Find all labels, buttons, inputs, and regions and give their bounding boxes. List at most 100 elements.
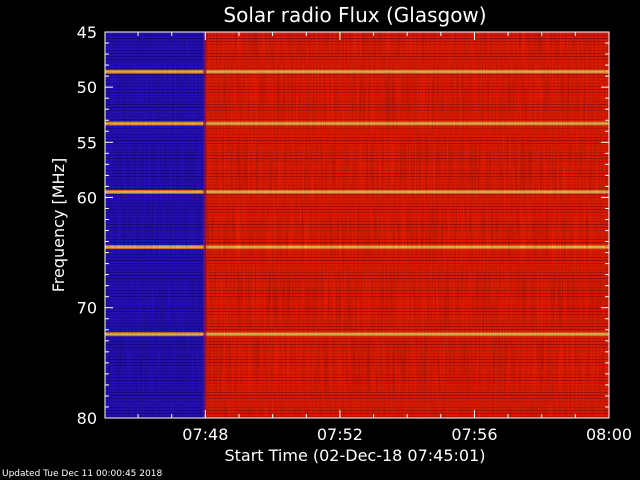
low-flux-stripe <box>105 149 206 150</box>
low-flux-stripe <box>105 401 206 402</box>
low-flux-stripe <box>105 323 206 324</box>
low-flux-stripe <box>105 269 206 270</box>
low-flux-stripe <box>105 83 206 84</box>
chart-title: Solar radio Flux (Glasgow) <box>223 3 486 27</box>
low-flux-stripe <box>105 347 206 348</box>
low-flux-stripe <box>105 119 206 120</box>
low-flux-stripe <box>105 317 206 318</box>
low-flux-stripe <box>105 152 206 153</box>
low-flux-stripe <box>105 233 206 234</box>
plot-frame <box>104 31 610 419</box>
high-flux-stripe <box>205 74 609 75</box>
low-flux-stripe <box>105 368 206 369</box>
high-flux-stripe <box>205 338 609 339</box>
y-tick-label: 70 <box>77 299 97 318</box>
high-flux-stripe <box>205 47 609 48</box>
low-flux-stripe <box>105 389 206 390</box>
high-flux-stripe <box>205 347 609 348</box>
high-flux-stripe <box>205 227 609 228</box>
low-flux-stripe <box>105 200 206 201</box>
high-flux-stripe <box>205 395 609 396</box>
high-flux-stripe <box>205 299 609 300</box>
low-flux-stripe <box>105 380 206 381</box>
low-flux-stripe <box>105 218 206 219</box>
high-flux-stripe <box>205 356 609 357</box>
high-flux-stripe <box>205 215 609 216</box>
high-flux-stripe <box>205 155 609 156</box>
low-flux-stripe <box>105 236 206 237</box>
high-flux-stripe <box>205 404 609 405</box>
low-flux-stripe <box>105 359 206 360</box>
low-flux-stripe <box>105 416 206 417</box>
high-flux-stripe <box>205 326 609 327</box>
high-flux-stripe <box>205 392 609 393</box>
low-flux-stripe <box>105 173 206 174</box>
high-flux-stripe <box>205 209 609 210</box>
bright-band <box>105 246 609 249</box>
low-flux-stripe <box>105 161 206 162</box>
high-flux-stripe <box>205 359 609 360</box>
low-flux-stripe <box>105 194 206 195</box>
high-flux-stripe <box>205 242 609 243</box>
bright-band <box>105 333 609 336</box>
high-flux-stripe <box>205 311 609 312</box>
low-flux-stripe <box>105 164 206 165</box>
high-flux-stripe <box>205 164 609 165</box>
flux-region-high <box>205 32 609 418</box>
high-flux-stripe <box>205 362 609 363</box>
low-flux-stripe <box>105 65 206 66</box>
low-flux-stripe <box>105 263 206 264</box>
high-flux-stripe <box>205 149 609 150</box>
low-flux-stripe <box>105 266 206 267</box>
low-flux-stripe <box>105 188 206 189</box>
high-flux-stripe <box>205 80 609 81</box>
high-flux-stripe <box>205 53 609 54</box>
high-flux-stripe <box>205 107 609 108</box>
low-flux-stripe <box>105 356 206 357</box>
low-flux-stripe <box>105 320 206 321</box>
low-flux-stripe <box>105 311 206 312</box>
bright-band <box>105 190 609 193</box>
low-flux-stripe <box>105 353 206 354</box>
high-flux-stripe <box>205 320 609 321</box>
high-flux-stripe <box>205 197 609 198</box>
low-flux-stripe <box>105 89 206 90</box>
low-flux-stripe <box>105 221 206 222</box>
high-flux-stripe <box>205 224 609 225</box>
low-flux-stripe <box>105 209 206 210</box>
high-flux-stripe <box>205 38 609 39</box>
high-flux-stripe <box>205 251 609 252</box>
low-flux-stripe <box>105 140 206 141</box>
high-flux-stripe <box>205 44 609 45</box>
x-tick-label: 07:56 <box>451 425 497 444</box>
low-flux-stripe <box>105 413 206 414</box>
high-flux-stripe <box>205 194 609 195</box>
high-flux-stripe <box>205 317 609 318</box>
low-flux-stripe <box>105 131 206 132</box>
high-flux-stripe <box>205 212 609 213</box>
low-flux-stripe <box>105 254 206 255</box>
y-tick-label: 80 <box>77 409 97 428</box>
y-axis-label: Frequency [MHz] <box>49 158 68 292</box>
high-flux-stripe <box>205 239 609 240</box>
low-flux-stripe <box>105 41 206 42</box>
high-flux-stripe <box>205 62 609 63</box>
low-flux-stripe <box>105 284 206 285</box>
high-flux-stripe <box>205 380 609 381</box>
high-flux-stripe <box>205 305 609 306</box>
high-flux-stripe <box>205 302 609 303</box>
high-flux-stripe <box>205 269 609 270</box>
high-flux-stripe <box>205 113 609 114</box>
low-flux-stripe <box>105 38 206 39</box>
low-flux-stripe <box>105 116 206 117</box>
low-flux-stripe <box>105 179 206 180</box>
high-flux-stripe <box>205 260 609 261</box>
high-flux-stripe <box>205 272 609 273</box>
high-flux-stripe <box>205 365 609 366</box>
x-tick-label: 07:48 <box>182 425 228 444</box>
high-flux-stripe <box>205 89 609 90</box>
low-flux-stripe <box>105 224 206 225</box>
low-flux-stripe <box>105 260 206 261</box>
high-flux-stripe <box>205 281 609 282</box>
